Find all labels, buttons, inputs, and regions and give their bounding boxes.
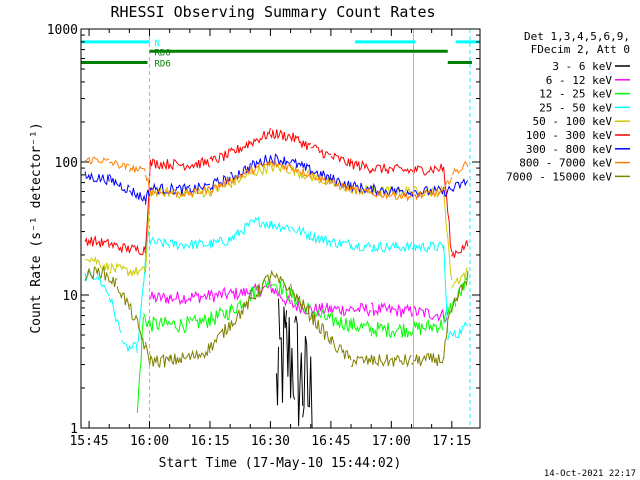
series-line-4	[84, 161, 468, 289]
legend-label-7: 800 - 7000 keV	[519, 157, 612, 170]
legend-label-4: 50 - 100 keV	[533, 115, 613, 128]
axis-layer: 15:45 16:00 16:15 16:30 16:45 17:00 17:15 1 10 10…	[47, 23, 481, 449]
x-tick-label-5: 17:00	[372, 434, 411, 449]
legend-label-2: 12 - 25 keV	[539, 88, 612, 101]
x-tick-label-0: 15:45	[69, 434, 108, 449]
legend: Det 1,3,4,5,6,9,FDecim 2, Att 0 3 - 6 keV…	[506, 30, 630, 183]
y-tick-label-3: 1000	[47, 23, 78, 38]
x-tick-label-3: 16:30	[251, 434, 290, 449]
series-line-1	[149, 281, 449, 323]
y-tick-label-2: 100	[55, 156, 78, 171]
legend-header-1: FDecim 2, Att 0	[531, 43, 630, 56]
legend-label-5: 100 - 300 keV	[526, 129, 612, 142]
series-line-7	[84, 156, 469, 202]
legend-label-8: 7000 - 15000 keV	[506, 170, 612, 183]
state-bar-label-rd0: RD0	[155, 48, 171, 58]
series-line-5	[84, 127, 469, 258]
series-line-6	[84, 153, 469, 205]
state-bar-label-n: N	[155, 39, 160, 49]
y-tick-label-0: 1	[70, 422, 78, 437]
legend-label-0: 3 - 6 keV	[552, 60, 612, 73]
legend-header-0: Det 1,3,4,5,6,9,	[524, 30, 630, 43]
plot-frame	[80, 28, 481, 429]
state-bar-label-rd6: RD6	[155, 59, 171, 69]
x-axis-label: Start Time (17-May-10 15:44:02)	[159, 456, 402, 471]
footer-date: 14-Oct-2021 22:17	[544, 469, 636, 479]
x-tick-label-6: 17:15	[432, 434, 471, 449]
series-line-2	[136, 274, 469, 413]
x-tick-label-1: 16:00	[130, 434, 169, 449]
x-tick-label-2: 16:15	[190, 434, 229, 449]
y-axis-label-text: Count Rate (s⁻¹ detector⁻¹)	[29, 122, 44, 333]
y-axis-label: Count Rate (s⁻¹ detector⁻¹)	[29, 122, 44, 333]
legend-label-6: 300 - 800 keV	[526, 143, 612, 156]
y-tick-label-1: 10	[62, 289, 78, 304]
series-layer	[84, 127, 469, 429]
legend-label-1: 6 - 12 keV	[546, 74, 613, 87]
legend-label-3: 25 - 50 keV	[539, 101, 612, 114]
x-tick-label-4: 16:45	[311, 434, 350, 449]
chart-title: RHESSI Observing Summary Count Rates	[110, 3, 435, 21]
series-line-8	[84, 265, 469, 369]
series-line-0	[276, 298, 315, 429]
